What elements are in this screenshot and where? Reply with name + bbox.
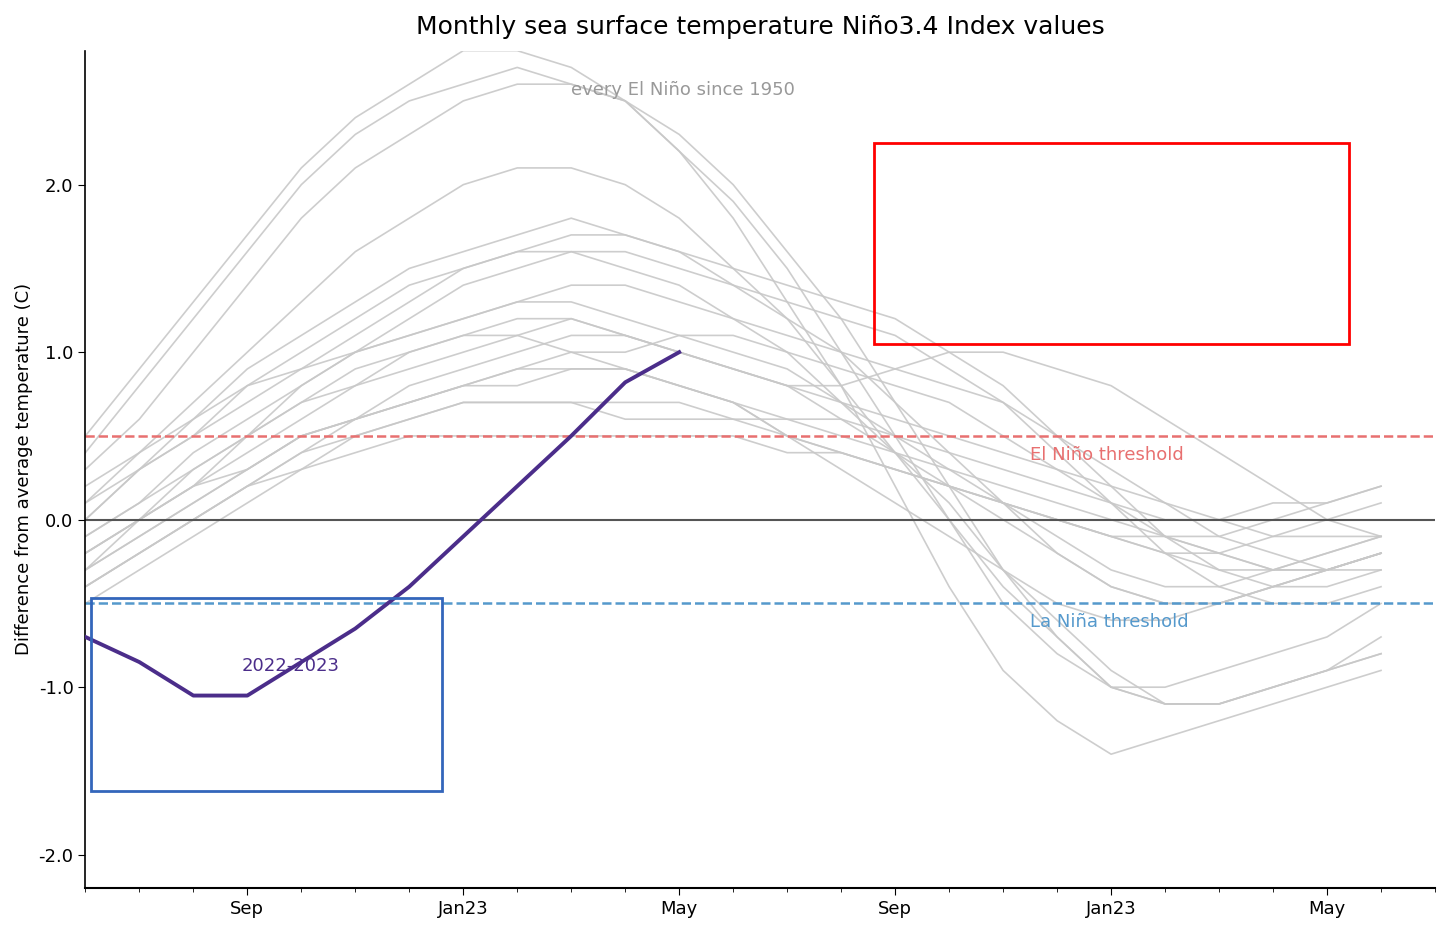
Bar xyxy=(91,598,442,791)
Text: 2022-2023: 2022-2023 xyxy=(242,657,339,675)
Title: Monthly sea surface temperature Niño3.4 Index values: Monthly sea surface temperature Niño3.4 … xyxy=(416,15,1105,39)
Bar xyxy=(873,143,1348,343)
Y-axis label: Difference from average temperature (C): Difference from average temperature (C) xyxy=(14,284,33,656)
Text: El Niño threshold: El Niño threshold xyxy=(1030,446,1183,464)
Text: La Niña threshold: La Niña threshold xyxy=(1030,614,1189,632)
Text: every El Niño since 1950: every El Niño since 1950 xyxy=(571,81,795,99)
